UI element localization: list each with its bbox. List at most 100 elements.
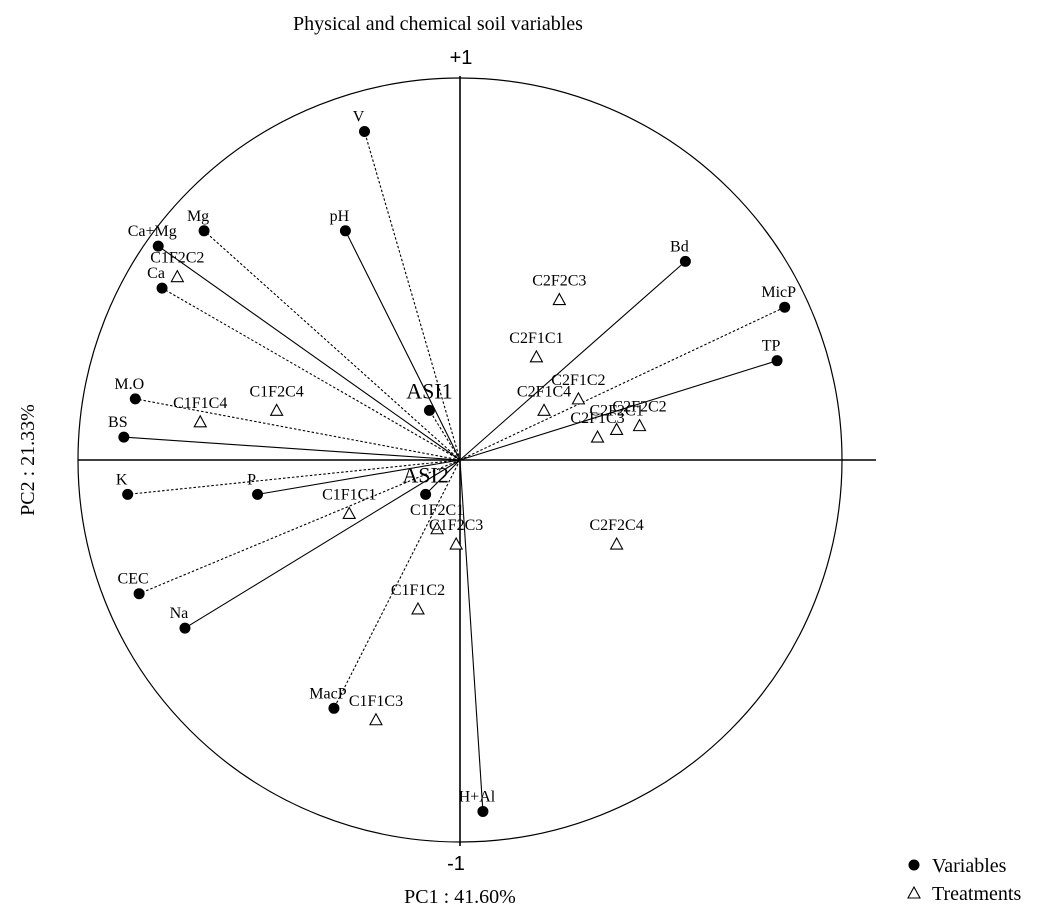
treatment-point-c1f2c2 [170, 269, 185, 283]
variable-label-mg: Mg [187, 208, 209, 225]
variable-point-asi2 [420, 488, 432, 500]
vector-macp [333, 459, 461, 709]
variable-point-ca [156, 282, 168, 294]
treatment-point-c2f2c2 [632, 418, 647, 432]
treatment-label-c1f2c2: C1F2C2 [150, 250, 204, 267]
variable-vectors [123, 131, 785, 812]
treatment-points: C1F2C2C1F2C4C1F1C4C2F2C3C2F1C1C2F1C2C2F1… [150, 250, 667, 726]
variable-point-macp [328, 702, 340, 714]
variable-label-bs: BS [108, 414, 128, 431]
treatment-label-c2f1c3: C2F1C3 [570, 410, 624, 427]
vector-m-o [135, 398, 461, 461]
vector-asi1 [428, 410, 461, 461]
chart-title: Physical and chemical soil variables [293, 13, 583, 35]
variable-label-cec: CEC [118, 571, 149, 588]
variable-point-m-o [129, 393, 141, 405]
variable-label-p: P [247, 471, 256, 488]
treatment-label-c1f2c4: C1F2C4 [250, 383, 304, 400]
treatment-label-c2f2c3: C2F2C3 [532, 273, 586, 290]
vector-cec [138, 459, 461, 595]
treatment-point-c2f2c3 [552, 292, 567, 306]
treatment-label-c2f2c4: C2F2C4 [589, 517, 643, 534]
treatment-point-c1f1c1 [342, 506, 357, 520]
treatment-point-c2f2c4 [609, 536, 624, 550]
variable-point-bs [118, 431, 130, 443]
treatment-label-c2f1c1: C2F1C1 [509, 330, 563, 347]
variable-point-mg [198, 225, 210, 237]
variable-point-na [179, 622, 191, 634]
treatment-label-c2f1c4: C2F1C4 [517, 383, 571, 400]
variable-label-ca: Ca [147, 265, 165, 282]
variable-label-ph: pH [330, 208, 350, 225]
variable-label-tp: TP [762, 338, 781, 355]
variable-point-p [252, 488, 264, 500]
vector-bd [459, 260, 686, 461]
treatment-point-c1f2c4 [269, 403, 284, 416]
vector-tp [459, 360, 778, 461]
treatment-label-c2f2c2: C2F2C2 [612, 399, 666, 416]
x-axis-title: PC1 : 41.60% [404, 886, 516, 908]
treatment-point-c2f1c4 [537, 403, 551, 416]
legend-label-variables: Variables [932, 855, 1007, 877]
variable-point-bd [679, 255, 691, 267]
variable-point-v [359, 125, 370, 137]
legend-marker-variables [908, 859, 920, 871]
variable-label-asi2: ASI2 [402, 462, 448, 487]
legend-label-treatments: Treatments [932, 883, 1021, 905]
variable-label-ca-mg: Ca+Mg [128, 223, 177, 240]
vector-na [184, 459, 461, 629]
vector-ca-mg [157, 245, 461, 461]
treatment-point-c2f1c1 [529, 349, 544, 363]
vector-micp [459, 306, 785, 461]
variable-label-h-al: H+Al [459, 788, 496, 805]
treatment-point-c1f2c1 [430, 521, 445, 535]
vector-v [363, 131, 461, 461]
vector-k [127, 459, 461, 495]
treatment-label-c2f1c2: C2F1C2 [551, 372, 605, 389]
vector-asi2 [425, 459, 461, 495]
treatment-point-c2f1c3 [590, 429, 605, 443]
variable-label-bd: Bd [670, 238, 689, 255]
treatment-label-c1f1c3: C1F1C3 [349, 693, 403, 710]
treatment-point-c1f1c3 [369, 712, 383, 726]
treatment-label-c2f2c1: C2F2C1 [589, 402, 643, 419]
variable-point-ca-mg [152, 240, 164, 252]
variable-points: VpH Mg Ca+Mg Ca Bd MicP TP M.O BS K P CEC Na MacP H+Al… [108, 108, 796, 817]
treatment-label-c1f2c1: C1F2C1 [410, 502, 464, 519]
legend-marker-treatments [907, 885, 921, 899]
treatment-label-c1f1c1: C1F1C1 [322, 486, 376, 503]
variable-point-k [122, 488, 134, 500]
legend: Variables Treatments [907, 855, 1021, 905]
y-tick-bottom: -1 [447, 853, 465, 875]
vector-bs [123, 436, 461, 461]
variable-point-cec [133, 588, 145, 600]
vector-h-al [459, 459, 484, 812]
variable-point-tp [771, 355, 783, 367]
variable-label-micp: MicP [761, 284, 796, 301]
vector-ca [161, 287, 461, 461]
variable-point-h-al [477, 805, 489, 817]
y-tick-top: +1 [450, 47, 473, 69]
vector-p [257, 459, 461, 495]
variable-label-v: V [353, 108, 365, 125]
y-axis-title: PC2 : 21.33% [17, 404, 39, 516]
treatment-label-c1f1c2: C1F1C2 [391, 582, 445, 599]
treatment-point-c1f2c3 [449, 536, 464, 550]
variable-label-macp: MacP [309, 685, 346, 702]
variable-label-m-o: M.O [114, 376, 144, 393]
vector-mg [203, 230, 461, 461]
treatment-label-c1f2c3: C1F2C3 [429, 517, 483, 534]
variable-label-k: K [116, 471, 128, 488]
treatment-point-c1f1c4 [193, 414, 208, 428]
treatment-point-c2f2c1 [609, 422, 624, 435]
variable-point-micp [779, 301, 791, 313]
variable-label-na: Na [170, 605, 189, 622]
treatment-point-c2f1c2 [571, 391, 586, 405]
treatment-label-c1f1c4: C1F1C4 [173, 395, 227, 412]
vector-ph [344, 230, 461, 461]
variable-label-asi1: ASI1 [406, 378, 452, 403]
variable-point-ph [339, 225, 351, 237]
variable-point-asi1 [423, 404, 435, 416]
treatment-point-c1f1c2 [411, 601, 425, 615]
